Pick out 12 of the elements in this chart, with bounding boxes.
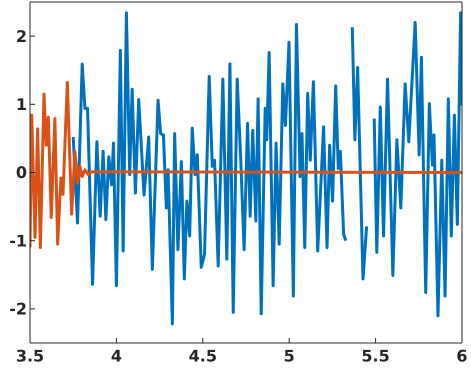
- y-tick-label: 1: [16, 94, 27, 114]
- x-tick-label: 4.5: [188, 346, 217, 366]
- x-tick-label: 4: [110, 346, 122, 366]
- x-tick-label: 5.5: [361, 346, 390, 366]
- x-tick-label: 3.5: [16, 346, 44, 366]
- line-series: [30, 80, 462, 250]
- x-tick-label: 6: [456, 346, 468, 366]
- y-tick-label: -2: [9, 300, 27, 319]
- y-tick-label: 2: [16, 26, 27, 46]
- y-tick-label: -1: [9, 231, 27, 250]
- y-tick-label: 0: [16, 163, 27, 182]
- x-tick-label: 5: [284, 346, 295, 366]
